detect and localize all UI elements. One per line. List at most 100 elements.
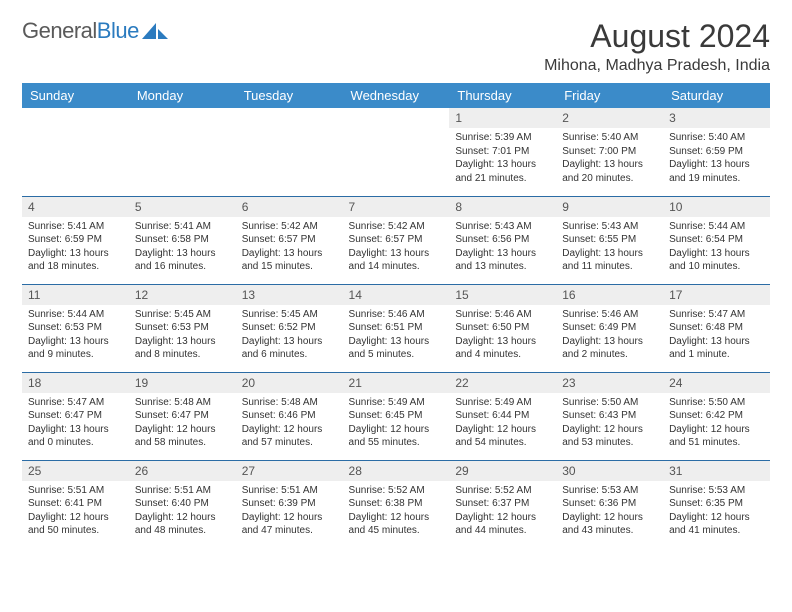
day-details: Sunrise: 5:51 AMSunset: 6:39 PMDaylight:… bbox=[236, 481, 343, 542]
calendar-day-cell: 7Sunrise: 5:42 AMSunset: 6:57 PMDaylight… bbox=[343, 196, 450, 284]
weekday-header: Friday bbox=[556, 83, 663, 108]
day-number: 31 bbox=[663, 461, 770, 481]
day-number bbox=[129, 108, 236, 128]
day-details: Sunrise: 5:53 AMSunset: 6:36 PMDaylight:… bbox=[556, 481, 663, 542]
calendar-day-cell: 20Sunrise: 5:48 AMSunset: 6:46 PMDayligh… bbox=[236, 372, 343, 460]
weekday-header: Sunday bbox=[22, 83, 129, 108]
day-number: 17 bbox=[663, 285, 770, 305]
calendar-day-cell: 22Sunrise: 5:49 AMSunset: 6:44 PMDayligh… bbox=[449, 372, 556, 460]
day-number: 23 bbox=[556, 373, 663, 393]
calendar-table: SundayMondayTuesdayWednesdayThursdayFrid… bbox=[22, 83, 770, 548]
day-details: Sunrise: 5:50 AMSunset: 6:42 PMDaylight:… bbox=[663, 393, 770, 454]
weekday-header: Monday bbox=[129, 83, 236, 108]
day-number: 11 bbox=[22, 285, 129, 305]
day-number: 26 bbox=[129, 461, 236, 481]
day-details: Sunrise: 5:41 AMSunset: 6:58 PMDaylight:… bbox=[129, 217, 236, 278]
day-number: 4 bbox=[22, 197, 129, 217]
day-details: Sunrise: 5:52 AMSunset: 6:37 PMDaylight:… bbox=[449, 481, 556, 542]
calendar-day-cell: 16Sunrise: 5:46 AMSunset: 6:49 PMDayligh… bbox=[556, 284, 663, 372]
weekday-header: Saturday bbox=[663, 83, 770, 108]
day-details: Sunrise: 5:45 AMSunset: 6:52 PMDaylight:… bbox=[236, 305, 343, 366]
day-number: 25 bbox=[22, 461, 129, 481]
calendar-day-cell: 5Sunrise: 5:41 AMSunset: 6:58 PMDaylight… bbox=[129, 196, 236, 284]
day-details: Sunrise: 5:43 AMSunset: 6:55 PMDaylight:… bbox=[556, 217, 663, 278]
day-details: Sunrise: 5:42 AMSunset: 6:57 PMDaylight:… bbox=[343, 217, 450, 278]
logo-text-blue: Blue bbox=[97, 18, 139, 44]
calendar-row: 18Sunrise: 5:47 AMSunset: 6:47 PMDayligh… bbox=[22, 372, 770, 460]
day-number: 19 bbox=[129, 373, 236, 393]
calendar-day-cell: 30Sunrise: 5:53 AMSunset: 6:36 PMDayligh… bbox=[556, 460, 663, 548]
day-details: Sunrise: 5:53 AMSunset: 6:35 PMDaylight:… bbox=[663, 481, 770, 542]
day-number: 30 bbox=[556, 461, 663, 481]
page-header: GeneralBlue August 2024 Mihona, Madhya P… bbox=[22, 18, 770, 75]
calendar-empty-cell bbox=[236, 108, 343, 196]
calendar-day-cell: 1Sunrise: 5:39 AMSunset: 7:01 PMDaylight… bbox=[449, 108, 556, 196]
calendar-day-cell: 4Sunrise: 5:41 AMSunset: 6:59 PMDaylight… bbox=[22, 196, 129, 284]
day-number: 6 bbox=[236, 197, 343, 217]
calendar-day-cell: 28Sunrise: 5:52 AMSunset: 6:38 PMDayligh… bbox=[343, 460, 450, 548]
day-details: Sunrise: 5:49 AMSunset: 6:44 PMDaylight:… bbox=[449, 393, 556, 454]
logo-sail-icon bbox=[142, 21, 168, 41]
day-details: Sunrise: 5:45 AMSunset: 6:53 PMDaylight:… bbox=[129, 305, 236, 366]
calendar-day-cell: 6Sunrise: 5:42 AMSunset: 6:57 PMDaylight… bbox=[236, 196, 343, 284]
day-number bbox=[343, 108, 450, 128]
calendar-day-cell: 24Sunrise: 5:50 AMSunset: 6:42 PMDayligh… bbox=[663, 372, 770, 460]
day-details: Sunrise: 5:51 AMSunset: 6:41 PMDaylight:… bbox=[22, 481, 129, 542]
day-number: 14 bbox=[343, 285, 450, 305]
day-details: Sunrise: 5:46 AMSunset: 6:50 PMDaylight:… bbox=[449, 305, 556, 366]
day-number: 8 bbox=[449, 197, 556, 217]
day-details: Sunrise: 5:47 AMSunset: 6:48 PMDaylight:… bbox=[663, 305, 770, 366]
calendar-day-cell: 9Sunrise: 5:43 AMSunset: 6:55 PMDaylight… bbox=[556, 196, 663, 284]
day-number: 10 bbox=[663, 197, 770, 217]
day-number: 21 bbox=[343, 373, 450, 393]
day-number: 7 bbox=[343, 197, 450, 217]
day-details: Sunrise: 5:46 AMSunset: 6:51 PMDaylight:… bbox=[343, 305, 450, 366]
calendar-day-cell: 21Sunrise: 5:49 AMSunset: 6:45 PMDayligh… bbox=[343, 372, 450, 460]
day-number: 5 bbox=[129, 197, 236, 217]
calendar-day-cell: 23Sunrise: 5:50 AMSunset: 6:43 PMDayligh… bbox=[556, 372, 663, 460]
calendar-empty-cell bbox=[22, 108, 129, 196]
day-number: 13 bbox=[236, 285, 343, 305]
day-details: Sunrise: 5:50 AMSunset: 6:43 PMDaylight:… bbox=[556, 393, 663, 454]
day-number: 18 bbox=[22, 373, 129, 393]
day-details: Sunrise: 5:44 AMSunset: 6:54 PMDaylight:… bbox=[663, 217, 770, 278]
day-number: 20 bbox=[236, 373, 343, 393]
calendar-day-cell: 25Sunrise: 5:51 AMSunset: 6:41 PMDayligh… bbox=[22, 460, 129, 548]
location: Mihona, Madhya Pradesh, India bbox=[544, 57, 770, 75]
day-details: Sunrise: 5:47 AMSunset: 6:47 PMDaylight:… bbox=[22, 393, 129, 454]
day-number bbox=[236, 108, 343, 128]
day-number: 9 bbox=[556, 197, 663, 217]
day-number: 28 bbox=[343, 461, 450, 481]
day-number: 3 bbox=[663, 108, 770, 128]
logo-text-gray: General bbox=[22, 18, 97, 44]
day-number: 2 bbox=[556, 108, 663, 128]
day-details: Sunrise: 5:44 AMSunset: 6:53 PMDaylight:… bbox=[22, 305, 129, 366]
day-details: Sunrise: 5:52 AMSunset: 6:38 PMDaylight:… bbox=[343, 481, 450, 542]
day-details: Sunrise: 5:49 AMSunset: 6:45 PMDaylight:… bbox=[343, 393, 450, 454]
day-details: Sunrise: 5:48 AMSunset: 6:47 PMDaylight:… bbox=[129, 393, 236, 454]
day-details: Sunrise: 5:51 AMSunset: 6:40 PMDaylight:… bbox=[129, 481, 236, 542]
calendar-empty-cell bbox=[129, 108, 236, 196]
day-number: 24 bbox=[663, 373, 770, 393]
day-details: Sunrise: 5:48 AMSunset: 6:46 PMDaylight:… bbox=[236, 393, 343, 454]
calendar-row: 1Sunrise: 5:39 AMSunset: 7:01 PMDaylight… bbox=[22, 108, 770, 196]
calendar-day-cell: 31Sunrise: 5:53 AMSunset: 6:35 PMDayligh… bbox=[663, 460, 770, 548]
calendar-row: 25Sunrise: 5:51 AMSunset: 6:41 PMDayligh… bbox=[22, 460, 770, 548]
day-number: 1 bbox=[449, 108, 556, 128]
day-details: Sunrise: 5:42 AMSunset: 6:57 PMDaylight:… bbox=[236, 217, 343, 278]
day-number: 16 bbox=[556, 285, 663, 305]
calendar-empty-cell bbox=[343, 108, 450, 196]
calendar-day-cell: 2Sunrise: 5:40 AMSunset: 7:00 PMDaylight… bbox=[556, 108, 663, 196]
day-number: 15 bbox=[449, 285, 556, 305]
calendar-day-cell: 3Sunrise: 5:40 AMSunset: 6:59 PMDaylight… bbox=[663, 108, 770, 196]
calendar-weekday-header: SundayMondayTuesdayWednesdayThursdayFrid… bbox=[22, 83, 770, 108]
calendar-row: 11Sunrise: 5:44 AMSunset: 6:53 PMDayligh… bbox=[22, 284, 770, 372]
day-details: Sunrise: 5:43 AMSunset: 6:56 PMDaylight:… bbox=[449, 217, 556, 278]
day-details: Sunrise: 5:40 AMSunset: 7:00 PMDaylight:… bbox=[556, 128, 663, 189]
day-number bbox=[22, 108, 129, 128]
calendar-day-cell: 14Sunrise: 5:46 AMSunset: 6:51 PMDayligh… bbox=[343, 284, 450, 372]
day-details: Sunrise: 5:41 AMSunset: 6:59 PMDaylight:… bbox=[22, 217, 129, 278]
weekday-header: Thursday bbox=[449, 83, 556, 108]
calendar-day-cell: 10Sunrise: 5:44 AMSunset: 6:54 PMDayligh… bbox=[663, 196, 770, 284]
header-right: August 2024 Mihona, Madhya Pradesh, Indi… bbox=[544, 18, 770, 75]
